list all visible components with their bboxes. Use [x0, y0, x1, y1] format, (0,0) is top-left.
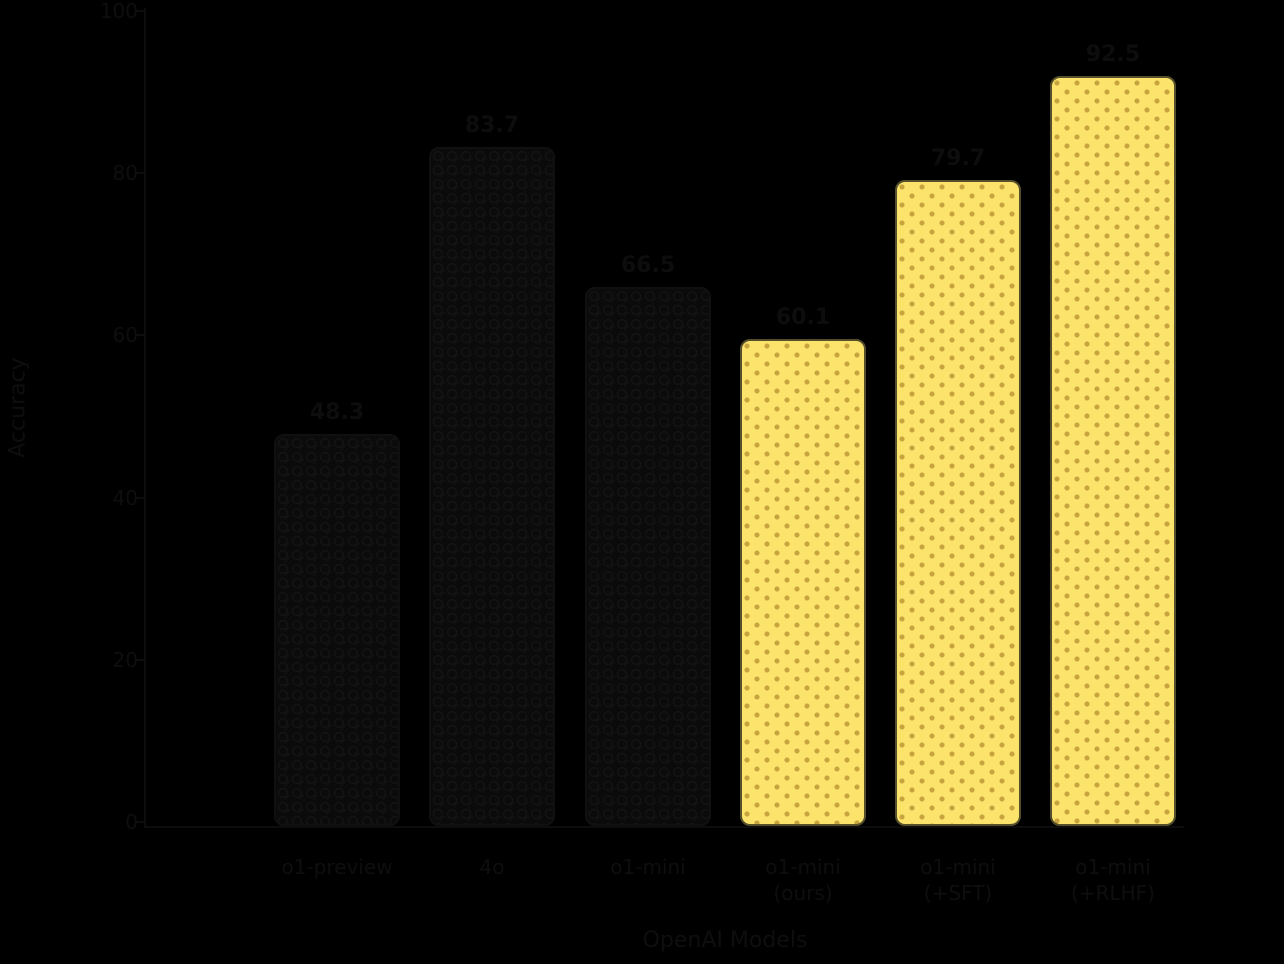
bar-value-label: 66.5	[620, 253, 676, 278]
x-tick-label: o1-mini (+RLHF)	[1018, 854, 1208, 906]
y-tick-100: 100	[99, 0, 138, 23]
x-tick-line1: o1-mini	[920, 855, 996, 879]
bar-value-label: 92.5	[1085, 42, 1141, 67]
bar-ours-2	[895, 180, 1021, 826]
bar-value-label: 60.1	[775, 305, 831, 330]
x-tick-label: o1-preview	[242, 854, 432, 880]
y-tickmark	[136, 334, 144, 336]
x-axis-title: OpenAI Models	[642, 928, 808, 953]
y-tickmark	[136, 659, 144, 661]
bar-4o	[429, 147, 555, 826]
x-axis-spine	[144, 826, 1184, 828]
y-tick-20: 20	[112, 648, 138, 672]
x-tick-line1: o1-mini	[1075, 855, 1151, 879]
x-tick-label: 4o	[397, 854, 587, 880]
y-axis-title: Accuracy	[5, 357, 31, 458]
x-tick-line2: (ours)	[773, 881, 833, 905]
x-tick-line1: o1-mini	[610, 855, 686, 879]
y-tick-60: 60	[112, 323, 138, 347]
y-tick-80: 80	[112, 161, 138, 185]
y-tickmark	[136, 821, 144, 823]
bar-value-label: 83.7	[464, 113, 520, 138]
y-tickmark	[136, 497, 144, 499]
y-tickmark	[136, 10, 144, 12]
x-tick-line2: (+RLHF)	[1071, 881, 1155, 905]
bar-ours-1	[740, 339, 866, 826]
y-axis-spine	[144, 8, 146, 828]
x-tick-label: o1-mini	[553, 854, 743, 880]
bar-value-label: 79.7	[930, 146, 986, 171]
x-tick-line2: (+SFT)	[923, 881, 993, 905]
x-tick-line1: o1-mini	[765, 855, 841, 879]
bar-o1-preview	[274, 434, 400, 826]
bar-ours-3	[1050, 76, 1176, 826]
x-tick-line1: o1-preview	[281, 855, 393, 879]
y-tick-40: 40	[112, 486, 138, 510]
y-tick-0: 0	[125, 810, 138, 834]
bar-o1-mini	[585, 287, 711, 826]
x-tick-line1: 4o	[479, 855, 505, 879]
x-tick-label: o1-mini (+SFT)	[863, 854, 1053, 906]
bar-value-label: 48.3	[309, 400, 365, 425]
y-tickmark	[136, 172, 144, 174]
x-tick-label: o1-mini (ours)	[708, 854, 898, 906]
